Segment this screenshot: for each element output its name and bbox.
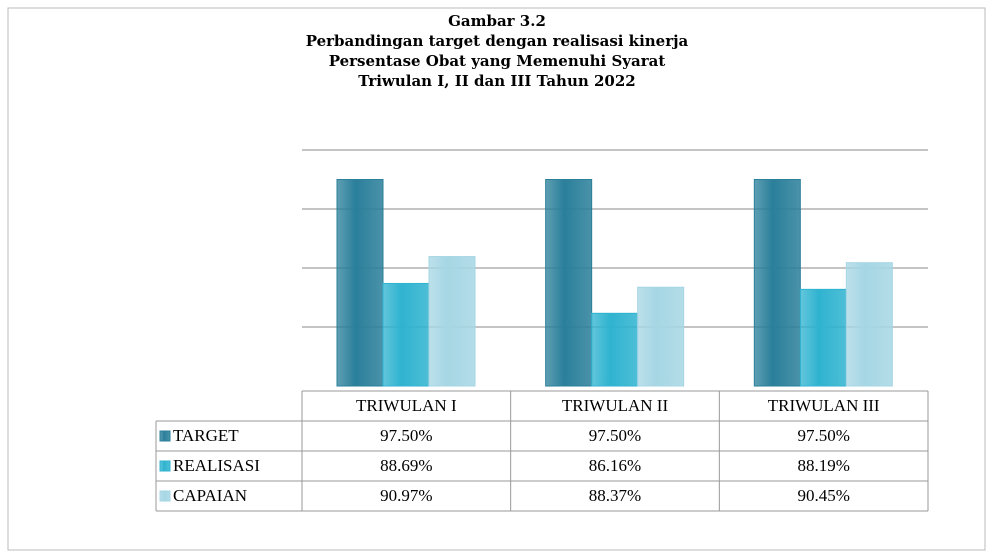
x-tick-label: TRIWULAN III: [768, 396, 880, 415]
table-value: 88.37%: [589, 486, 641, 505]
chart-title: Perbandingan target dengan realisasi kin…: [306, 32, 689, 50]
x-tick-label: TRIWULAN II: [562, 396, 669, 415]
legend-swatch: [159, 460, 171, 472]
table-value: 90.45%: [797, 486, 849, 505]
table-value: 97.50%: [797, 426, 849, 445]
table-value: 88.19%: [797, 456, 849, 475]
bar: [799, 288, 847, 387]
bar: [428, 256, 476, 387]
legend-swatch: [159, 490, 171, 502]
table-value: 97.50%: [589, 426, 641, 445]
bar: [336, 179, 384, 387]
chart-title: Gambar 3.2: [448, 12, 546, 30]
legend-label: CAPAIAN: [173, 486, 247, 505]
table-value: 90.97%: [380, 486, 432, 505]
chart-title: Triwulan I, II dan III Tahun 2022: [358, 72, 636, 90]
table-value: 88.69%: [380, 456, 432, 475]
bar: [591, 312, 639, 387]
bar: [545, 179, 593, 387]
bar: [637, 286, 685, 387]
bar: [845, 262, 893, 387]
x-tick-label: TRIWULAN I: [356, 396, 457, 415]
table-value: 86.16%: [589, 456, 641, 475]
legend-label: TARGET: [173, 426, 239, 445]
legend-swatch: [159, 430, 171, 442]
table-value: 97.50%: [380, 426, 432, 445]
chart-frame: [7, 7, 986, 551]
chart-title: Persentase Obat yang Memenuhi Syarat: [329, 52, 666, 70]
legend-label: REALISASI: [173, 456, 260, 475]
bar: [382, 282, 430, 387]
bar: [753, 179, 801, 387]
